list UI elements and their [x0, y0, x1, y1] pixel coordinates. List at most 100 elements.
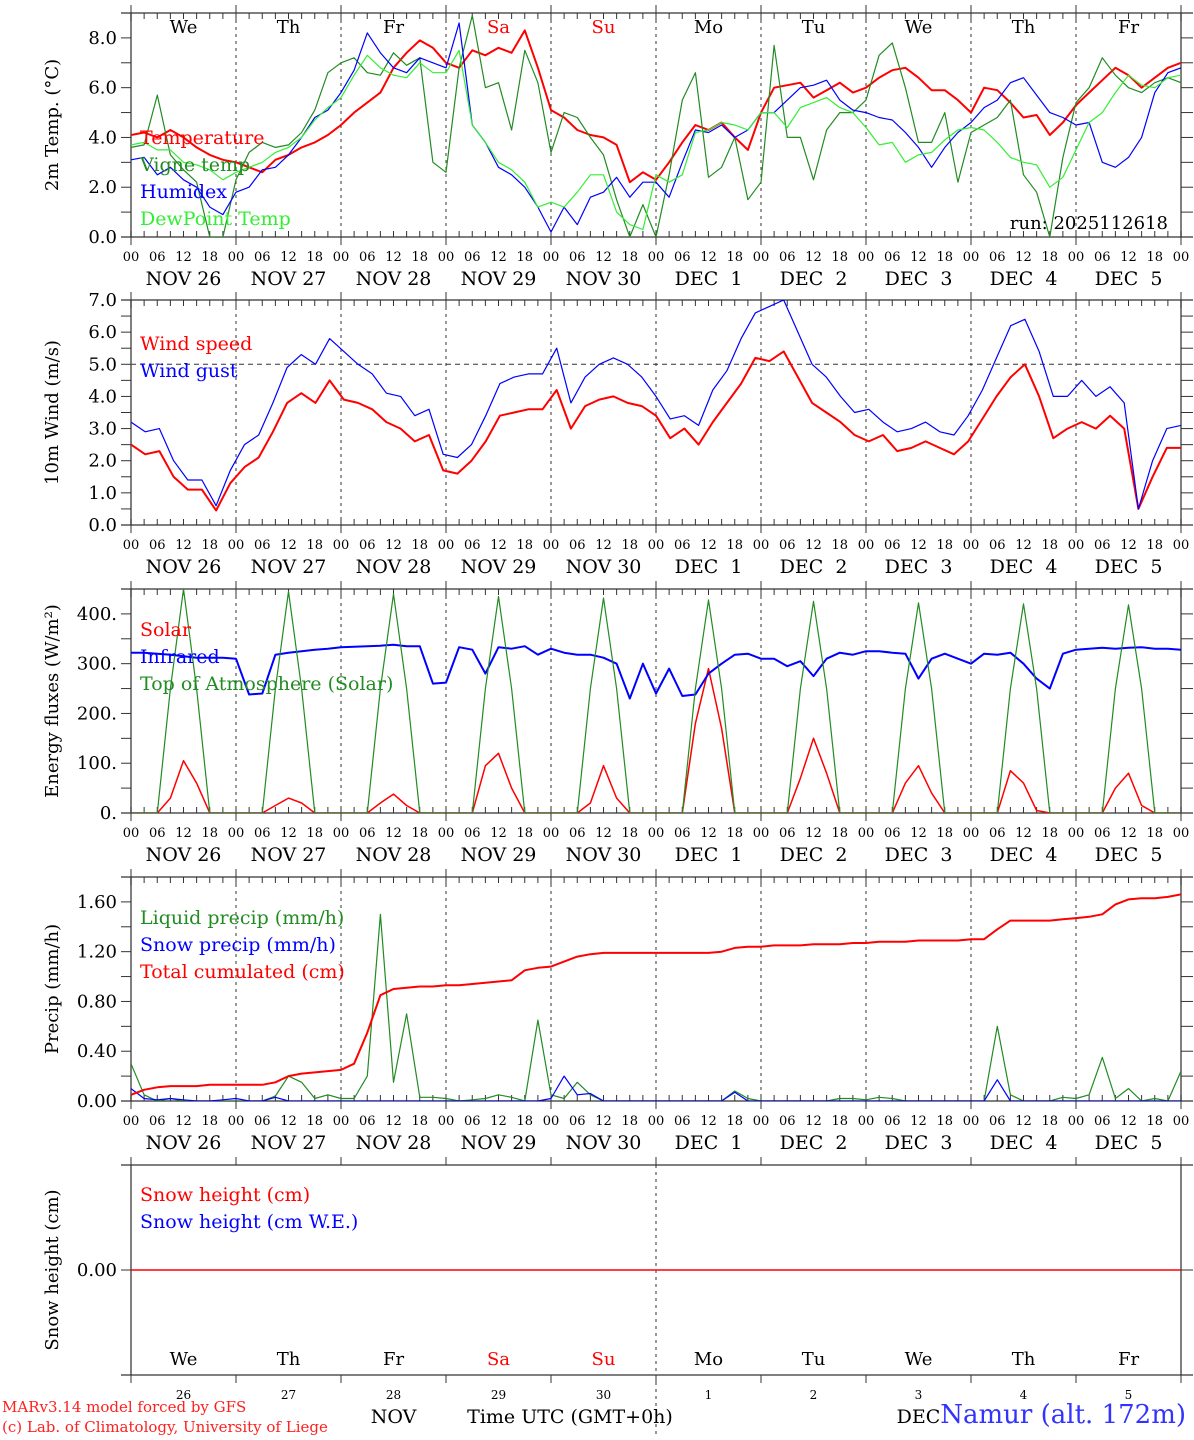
model-credit: MARv3.14 model forced by GFS	[2, 1398, 247, 1416]
day-label: Tu	[802, 17, 826, 38]
date-label: DEC 2	[780, 556, 848, 578]
hour-tick-label: 18	[516, 826, 533, 841]
day-label: Th	[277, 1349, 301, 1370]
hour-tick-label: 00	[228, 1114, 245, 1129]
hour-tick-label: 12	[910, 826, 927, 841]
hour-tick-label: 18	[516, 538, 533, 553]
hour-tick-label: 00	[228, 826, 245, 841]
hour-tick-label: 06	[989, 1114, 1006, 1129]
hour-tick-label: 12	[385, 250, 402, 265]
date-label: DEC 4	[990, 556, 1058, 578]
day-label: Th	[1012, 1349, 1036, 1370]
hour-tick-label: 00	[543, 1114, 560, 1129]
date-label: DEC 1	[675, 556, 743, 578]
panel-snow: 0.00 Snow height (cm) We Th Fr Sa Su Mo Tu We Th Fr…	[42, 1157, 1193, 1435]
hour-tick-label: 06	[569, 1114, 586, 1129]
hour-tick-label: 00	[1068, 826, 1085, 841]
y-tick-label: 4.0	[88, 127, 117, 148]
y-tick-label: 5.0	[88, 354, 117, 375]
legend-entry: Snow height (cm W.E.)	[140, 1211, 358, 1233]
lab-credit: (c) Lab. of Climatology, University of L…	[2, 1418, 328, 1436]
series-line-solar	[131, 667, 1181, 813]
hour-tick-label: 06	[359, 538, 376, 553]
y-tick-label: 0.	[100, 803, 117, 824]
hour-tick-label: 00	[228, 538, 245, 553]
hour-tick-label: 18	[726, 538, 743, 553]
hour-tick-label: 12	[280, 826, 297, 841]
hour-tick-label: 06	[1094, 538, 1111, 553]
hour-tick-label: 18	[936, 538, 953, 553]
date-label: NOV 28	[356, 1132, 432, 1154]
hour-tick-label: 12	[175, 1114, 192, 1129]
hour-tick-label: 18	[201, 1114, 218, 1129]
hour-tick-label: 06	[674, 250, 691, 265]
day-label: Sa	[487, 17, 510, 38]
hour-tick-label: 12	[175, 538, 192, 553]
hour-tick-label: 12	[805, 538, 822, 553]
hour-tick-label: 00	[123, 250, 140, 265]
day-label: Mo	[694, 17, 723, 38]
hour-tick-label: 12	[700, 538, 717, 553]
y-tick-label: 100.	[77, 753, 117, 774]
hour-tick-label: 18	[411, 250, 428, 265]
hour-tick-label: 18	[1041, 1114, 1058, 1129]
hour-tick-label: 06	[254, 250, 271, 265]
hour-tick-label: 06	[569, 250, 586, 265]
hour-tick-label: 12	[490, 250, 507, 265]
legend-entry: Wind gust	[140, 360, 238, 382]
hour-tick-label: 12	[1015, 826, 1032, 841]
hour-tick-label: 00	[1068, 538, 1085, 553]
hour-tick-label: 06	[464, 1114, 481, 1129]
day-label: We	[170, 1349, 198, 1370]
hour-tick-label: 12	[385, 538, 402, 553]
hour-tick-label: 12	[700, 250, 717, 265]
hour-tick-label: 06	[989, 538, 1006, 553]
hour-tick-label: 18	[201, 250, 218, 265]
legend-entry: Top of Atmosphere (Solar)	[140, 673, 393, 695]
date-label: DEC 1	[675, 1132, 743, 1154]
hour-tick-label: 18	[306, 250, 323, 265]
day-label: Tu	[802, 1349, 826, 1370]
hour-tick-label: 00	[1068, 1114, 1085, 1129]
hour-tick-label: 06	[569, 826, 586, 841]
hour-tick-label: 12	[910, 250, 927, 265]
legend-entry: Snow precip (mm/h)	[140, 934, 336, 956]
hour-tick-label: 18	[936, 1114, 953, 1129]
legend-entry: Humidex	[140, 181, 227, 203]
panel-precip: 0.00 0.40 0.80 1.20 1.60 Precip (mm/h) 00 06 12 1…	[42, 869, 1193, 1154]
hour-tick-label: 12	[1015, 538, 1032, 553]
day-number: 2	[810, 1388, 818, 1402]
hour-tick-label: 06	[464, 826, 481, 841]
y-axis-label: Snow height (cm)	[42, 1189, 63, 1350]
day-number: 4	[1020, 1388, 1028, 1402]
date-label: NOV 30	[566, 844, 642, 866]
day-label: Sa	[487, 1349, 510, 1370]
hour-tick-label: 18	[411, 826, 428, 841]
legend-entry: Total cumulated (cm)	[140, 961, 345, 983]
date-label: DEC 2	[780, 268, 848, 290]
legend-entry: Vigne temp	[139, 154, 250, 176]
hour-tick-label: 00	[648, 538, 665, 553]
y-tick-label: 7.0	[88, 290, 117, 311]
y-tick-label: 8.0	[88, 28, 117, 49]
hour-tick-label: 12	[910, 538, 927, 553]
day-label: Fr	[383, 17, 404, 38]
series-line-liquid-precip-mm-h-	[131, 913, 1181, 1101]
month-label: DEC	[897, 1406, 941, 1428]
hour-tick-label: 00	[858, 250, 875, 265]
hour-tick-label: 06	[254, 826, 271, 841]
legend-entry: Liquid precip (mm/h)	[140, 907, 344, 929]
y-tick-label: 2.0	[88, 451, 117, 472]
hour-tick-label: 06	[1094, 826, 1111, 841]
hour-tick-label: 00	[963, 250, 980, 265]
hour-tick-label: 18	[936, 826, 953, 841]
series-line-top-of-atmosphere-solar-	[131, 589, 1181, 813]
hour-tick-label: 18	[726, 1114, 743, 1129]
day-label: We	[170, 17, 198, 38]
hour-tick-label: 06	[884, 826, 901, 841]
hour-tick-label: 00	[333, 1114, 350, 1129]
hour-tick-label: 18	[936, 250, 953, 265]
y-tick-label: 0.0	[88, 227, 117, 248]
series-line-wind-speed	[131, 350, 1181, 512]
hour-tick-label: 06	[254, 1114, 271, 1129]
